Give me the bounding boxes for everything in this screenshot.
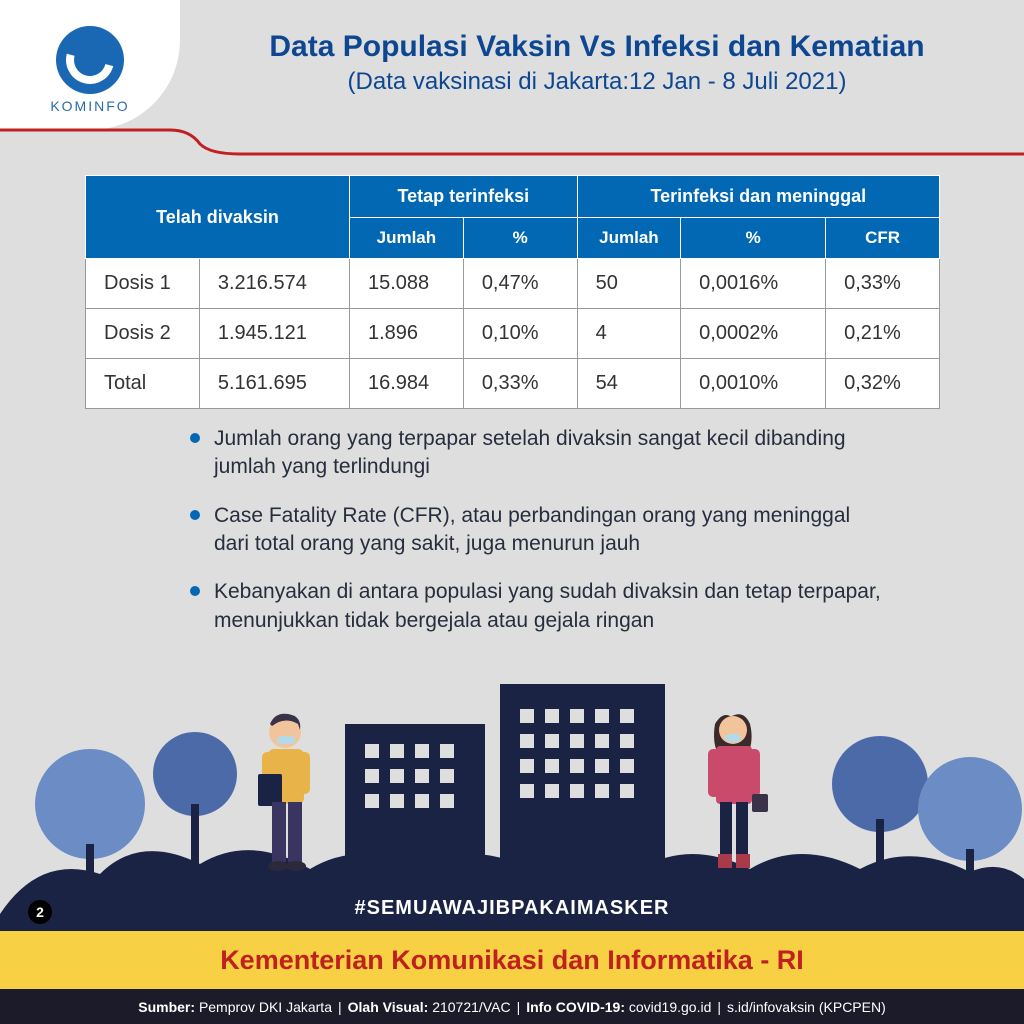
table-subheader-cfr: CFR — [826, 218, 940, 259]
cell-inf-pct: 0,33% — [463, 359, 577, 409]
table-row: Dosis 2 1.945.121 1.896 0,10% 4 0,0002% … — [86, 309, 940, 359]
footer-info-value: covid19.go.id — [629, 999, 712, 1015]
cell-inf-count: 15.088 — [349, 259, 463, 309]
bullet-text: Case Fatality Rate (CFR), atau perbandin… — [214, 502, 890, 559]
cell-cfr: 0,32% — [826, 359, 940, 409]
page-number-badge: 2 — [28, 900, 52, 924]
footer-olah-value: 210721/VAC — [432, 999, 510, 1015]
table-subheader-pct1: % — [463, 218, 577, 259]
header: Data Populasi Vaksin Vs Infeksi dan Kema… — [200, 30, 994, 96]
cell-label: Total — [86, 359, 200, 409]
bullet-text: Jumlah orang yang terpapar setelah divak… — [214, 425, 890, 482]
person-man-icon — [258, 714, 310, 871]
cell-death-count: 50 — [577, 259, 681, 309]
hashtag-text: #SEMUAWAJIBPAKAIMASKER — [0, 897, 1024, 920]
footer-sumber-label: Sumber: — [138, 999, 195, 1015]
cell-death-pct: 0,0002% — [681, 309, 826, 359]
table-subheader-pct2: % — [681, 218, 826, 259]
table-header-vaccinated: Telah divaksin — [86, 176, 350, 259]
footer-dark-bar: Sumber: Pemprov DKI Jakarta | Olah Visua… — [0, 989, 1024, 1024]
cell-vaccinated: 5.161.695 — [199, 359, 349, 409]
cell-inf-count: 1.896 — [349, 309, 463, 359]
logo-container: KOMINFO — [0, 0, 180, 130]
vaccine-data-table: Telah divaksin Tetap terinfeksi Terinfek… — [85, 175, 940, 409]
table-row: Total 5.161.695 16.984 0,33% 54 0,0010% … — [86, 359, 940, 409]
cell-inf-count: 16.984 — [349, 359, 463, 409]
bullet-dot-icon — [190, 510, 200, 520]
kominfo-logo-icon — [56, 26, 124, 94]
table-row: Dosis 1 3.216.574 15.088 0,47% 50 0,0016… — [86, 259, 940, 309]
cell-inf-pct: 0,47% — [463, 259, 577, 309]
logo-text: KOMINFO — [50, 98, 129, 114]
cell-death-pct: 0,0010% — [681, 359, 826, 409]
bullet-list: Jumlah orang yang terpapar setelah divak… — [190, 425, 890, 655]
cell-vaccinated: 1.945.121 — [199, 309, 349, 359]
bullet-dot-icon — [190, 433, 200, 443]
bullet-item: Jumlah orang yang terpapar setelah divak… — [190, 425, 890, 482]
footer-sumber-value: Pemprov DKI Jakarta — [199, 999, 332, 1015]
decorative-red-curve — [0, 126, 1024, 156]
bullet-text: Kebanyakan di antara populasi yang sudah… — [214, 578, 890, 635]
table-subheader-jumlah1: Jumlah — [349, 218, 463, 259]
footer-info-label: Info COVID-19: — [526, 999, 625, 1015]
cell-label: Dosis 2 — [86, 309, 200, 359]
footer-vaksin-value: s.id/infovaksin (KPCPEN) — [727, 999, 886, 1015]
page-title: Data Populasi Vaksin Vs Infeksi dan Kema… — [200, 30, 994, 64]
footer-olah-label: Olah Visual: — [348, 999, 429, 1015]
cell-death-pct: 0,0016% — [681, 259, 826, 309]
cell-cfr: 0,33% — [826, 259, 940, 309]
cell-death-count: 4 — [577, 309, 681, 359]
footer-yellow-bar: Kementerian Komunikasi dan Informatika -… — [0, 931, 1024, 989]
person-woman-icon — [708, 714, 768, 868]
bullet-dot-icon — [190, 586, 200, 596]
cell-death-count: 54 — [577, 359, 681, 409]
cell-inf-pct: 0,10% — [463, 309, 577, 359]
footer-ministry-text: Kementerian Komunikasi dan Informatika -… — [220, 945, 804, 976]
table-subheader-jumlah2: Jumlah — [577, 218, 681, 259]
cell-vaccinated: 3.216.574 — [199, 259, 349, 309]
bullet-item: Case Fatality Rate (CFR), atau perbandin… — [190, 502, 890, 559]
cityscape-illustration — [0, 654, 1024, 934]
page-subtitle: (Data vaksinasi di Jakarta:12 Jan - 8 Ju… — [200, 68, 994, 96]
cell-label: Dosis 1 — [86, 259, 200, 309]
table-header-death: Terinfeksi dan meninggal — [577, 176, 939, 218]
bullet-item: Kebanyakan di antara populasi yang sudah… — [190, 578, 890, 635]
cell-cfr: 0,21% — [826, 309, 940, 359]
table-header-infected: Tetap terinfeksi — [349, 176, 577, 218]
